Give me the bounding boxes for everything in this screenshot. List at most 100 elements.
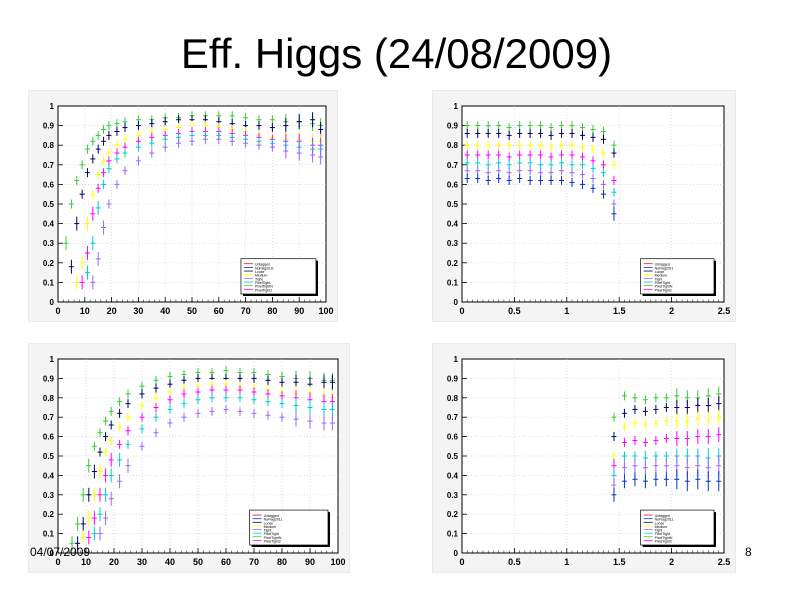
y-tick-label: 0.9: [447, 374, 459, 383]
y-tick-label: 0.7: [43, 161, 55, 170]
series-1: [68, 112, 324, 274]
y-tick-label: 0.2: [447, 259, 459, 268]
y-tick-label: 1: [454, 355, 459, 364]
legend-label: PixelTightN: [264, 536, 282, 540]
x-tick-label: 60: [221, 557, 231, 567]
series-6: [464, 174, 617, 221]
legend-label: PixelTightN: [655, 536, 673, 540]
y-tick-label: 0.9: [43, 374, 55, 383]
x-tick-label: 0: [459, 557, 464, 567]
y-tick-label: 0.8: [447, 141, 459, 150]
x-tick-label: 2: [669, 557, 674, 567]
legend-label: Loose: [255, 270, 265, 274]
chart-svg: 0 10 20 30 40 50 60 70 80 90 100 0 0.1 0.2 0.3 0.4 0.5 0.…: [28, 343, 350, 573]
y-tick-label: 0.6: [43, 180, 55, 189]
legend-label: NoFlag2011: [264, 518, 283, 522]
x-tick-label: 40: [160, 306, 170, 316]
y-tick-label: 0.4: [447, 471, 459, 480]
x-tick-label: 1.5: [613, 306, 626, 316]
y-tick-label: 0.7: [447, 413, 459, 422]
y-tick-label: 0.4: [43, 471, 55, 480]
y-tick-label: 0.2: [43, 510, 55, 519]
series-1: [611, 396, 722, 442]
x-tick-label: 10: [81, 557, 91, 567]
y-tick-label: 0.5: [447, 200, 459, 209]
legend-label: Untagged: [264, 514, 279, 518]
x-tick-label: 2: [669, 306, 674, 316]
legend-box: [249, 509, 329, 546]
x-tick-label: 70: [249, 557, 259, 567]
series-4: [91, 393, 335, 541]
series-2: [464, 140, 617, 170]
x-tick-label: 90: [294, 306, 304, 316]
legend-label: PixelTight: [264, 532, 279, 536]
y-tick-label: 0.7: [447, 161, 459, 170]
page-number: 8: [745, 545, 752, 559]
legend-label: Medium: [264, 525, 277, 529]
y-tick-label: 0.4: [447, 220, 459, 229]
x-tick-label: 1: [564, 557, 569, 567]
legend-label: Tight: [655, 277, 663, 281]
legend-label: PixelTight: [655, 532, 670, 536]
chart-panel-bottom-right: 0 0.5 1 1.5 2 2.5 0 0.1 0.2 0.3 0.4 0.5 0.6 0.7 0.8 0.9…: [432, 343, 736, 573]
x-tick-label: 80: [267, 306, 277, 316]
y-tick-label: 0.6: [43, 433, 55, 442]
x-tick-label: 100: [318, 306, 333, 316]
x-tick-label: 90: [305, 557, 315, 567]
x-tick-label: 80: [277, 557, 287, 567]
y-tick-label: 0.7: [43, 413, 55, 422]
y-tick-label: 0.3: [43, 239, 55, 248]
legend-label: Tight: [655, 529, 663, 533]
y-tick-label: 0.5: [447, 452, 459, 461]
y-tick-label: 0.1: [43, 278, 55, 287]
x-tick-label: 0: [55, 557, 60, 567]
legend-label: PixelTight2: [255, 288, 272, 292]
series-0: [464, 121, 617, 150]
legend-label: Medium: [255, 274, 268, 278]
legend-box: [640, 258, 715, 295]
legend-box: [240, 258, 317, 295]
series-5: [464, 166, 617, 209]
x-tick-label: 0: [55, 306, 60, 316]
x-tick-label: 20: [109, 557, 119, 567]
y-tick-label: 0.3: [447, 239, 459, 248]
legend-label: PixelTight2: [655, 539, 672, 543]
chart-panel-top-left: 0 10 20 30 40 50 60 70 80 90 100 0 0.1 0.2 0.3 0.4 0.5 0.…: [28, 90, 338, 322]
legend-label: PixelTight: [255, 281, 270, 285]
y-tick-label: 0.5: [43, 200, 55, 209]
slide-title: Eff. Higgs (24/08/2009): [180, 30, 613, 77]
legend-label: NoFlag2011: [655, 266, 674, 270]
legend-label: Untagged: [655, 514, 670, 518]
legend-label: Tight: [264, 529, 272, 533]
chart-svg: 0 0.5 1 1.5 2 2.5 0 0.1 0.2 0.3 0.4 0.5 0.6 0.7 0.8 0.9…: [432, 343, 736, 573]
y-tick-label: 1: [50, 102, 55, 111]
y-tick-label: 0: [50, 298, 55, 307]
y-tick-label: 0.2: [447, 510, 459, 519]
legend-label: Loose: [655, 270, 665, 274]
legend-label: Untagged: [655, 263, 670, 267]
chart-panel-bottom-left: 0 10 20 30 40 50 60 70 80 90 100 0 0.1 0.2 0.3 0.4 0.5 0.…: [28, 343, 350, 573]
series-1: [464, 128, 617, 158]
y-tick-label: 0.8: [43, 394, 55, 403]
x-tick-label: 70: [241, 306, 251, 316]
y-tick-label: 0.2: [43, 259, 55, 268]
y-tick-label: 0.1: [447, 278, 459, 287]
legend-label: Loose: [264, 521, 274, 525]
y-tick-label: 0.8: [43, 141, 55, 150]
legend-label: PixelTightN: [255, 285, 273, 289]
y-tick-label: 0: [50, 549, 55, 558]
y-tick-label: 0.9: [43, 122, 55, 131]
y-tick-label: 0: [454, 549, 459, 558]
x-tick-label: 60: [214, 306, 224, 316]
legend-label: PixelTightN: [655, 285, 673, 289]
legend-label: PixelTight2: [655, 288, 672, 292]
legend-label: Tight: [255, 277, 263, 281]
series-3: [86, 385, 335, 545]
series-5: [90, 134, 324, 290]
y-tick-label: 0.4: [43, 220, 55, 229]
x-tick-label: 2.5: [718, 557, 731, 567]
series-3: [464, 150, 617, 185]
y-tick-label: 0.3: [447, 491, 459, 500]
x-tick-label: 50: [187, 306, 197, 316]
x-tick-label: 0: [459, 306, 464, 316]
